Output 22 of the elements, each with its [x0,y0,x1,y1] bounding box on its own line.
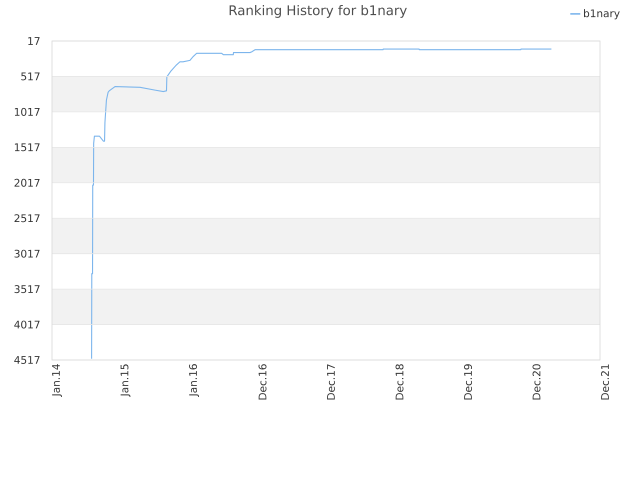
x-tick-label: Jan.15 [120,364,130,397]
line-series [91,48,552,360]
chart-title: Ranking History for b1nary [230,4,407,18]
y-tick-label: 3017 [14,250,40,258]
x-tick-label: Dec.19 [464,364,472,400]
y-tick-label: 4017 [14,320,40,329]
x-tick-label: Dec.21 [601,364,609,400]
x-tick-label: Dec.18 [396,364,404,400]
y-tick-label: 3517 [14,285,40,294]
y-tick-label: 1017 [14,108,40,116]
legend-label: b1nary [584,9,620,20]
x-tick-label: Jan.14 [52,364,62,397]
y-tick-label: 2017 [14,178,40,187]
x-tick-label: Dec.20 [532,364,540,400]
y-tick-label: 17 [28,37,40,45]
y-tick-label: 4517 [14,356,40,364]
y-tick-label: 1517 [14,143,40,152]
x-tick-label: Jan.16 [189,364,199,397]
x-tick-label: Dec.17 [327,364,335,400]
x-tick-label: Dec.16 [258,364,266,400]
y-tick-label: 517 [21,72,40,80]
y-tick-label: 2517 [14,214,40,222]
